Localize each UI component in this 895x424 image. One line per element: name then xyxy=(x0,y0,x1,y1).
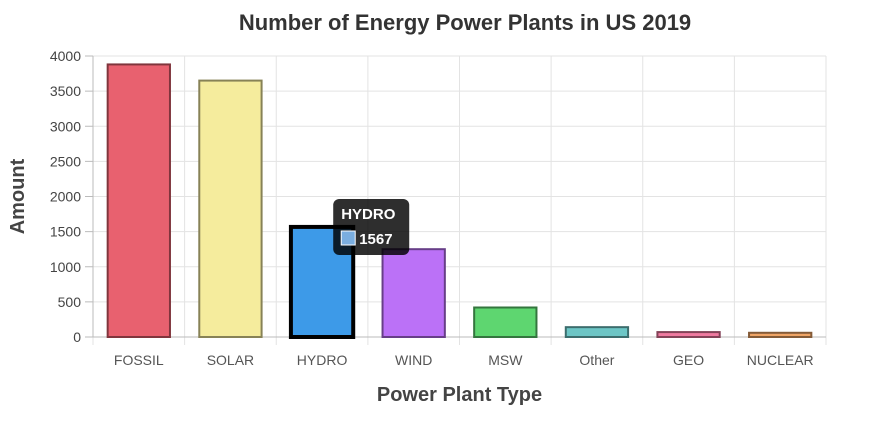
y-tick-label: 1500 xyxy=(50,224,81,240)
x-tick-label-other: Other xyxy=(579,352,614,368)
y-tick-label: 4000 xyxy=(50,48,81,64)
x-tick-label-geo: GEO xyxy=(673,352,704,368)
bar-other[interactable] xyxy=(564,326,630,339)
bar-msw[interactable] xyxy=(473,306,538,338)
y-tick-label: 2000 xyxy=(50,189,81,205)
bar-nuclear[interactable] xyxy=(748,331,813,339)
bar-solar[interactable] xyxy=(198,79,263,339)
y-tick-label: 1000 xyxy=(50,259,81,275)
x-tick-label-msw: MSW xyxy=(488,352,523,368)
y-tick-label: 500 xyxy=(58,294,82,310)
tooltip: HYDRO 1567 xyxy=(333,199,410,255)
x-tick-label-wind: WIND xyxy=(395,352,432,368)
x-axis-title: Power Plant Type xyxy=(377,384,542,406)
x-tick-label-solar: SOLAR xyxy=(207,352,254,368)
y-axis-ticks: 0 500 1000 1500 2000 2500 3000 3500 4000 xyxy=(50,48,93,345)
bar-fossil[interactable] xyxy=(106,63,171,339)
tooltip-value: 1567 xyxy=(359,231,392,248)
tooltip-title: HYDRO xyxy=(341,206,396,223)
y-tick-label: 3500 xyxy=(50,83,81,99)
tooltip-swatch xyxy=(340,230,356,246)
bar-geo[interactable] xyxy=(656,331,721,338)
y-tick-label: 3000 xyxy=(50,118,81,134)
x-tick-label-hydro: HYDRO xyxy=(297,352,348,368)
chart-title: Number of Energy Power Plants in US 2019 xyxy=(238,10,692,35)
y-axis-title: Amount xyxy=(7,158,29,234)
x-axis-ticks: FOSSIL SOLAR HYDRO WIND MSW Other GEO NUCLEAR xyxy=(114,352,814,368)
bar-wind[interactable] xyxy=(381,248,446,338)
bars xyxy=(106,63,813,339)
x-tick-label-nuclear: NUCLEAR xyxy=(747,352,814,368)
x-tick-label-fossil: FOSSIL xyxy=(114,352,164,368)
y-tick-label: 2500 xyxy=(50,153,81,169)
y-tick-label: 0 xyxy=(73,329,81,345)
